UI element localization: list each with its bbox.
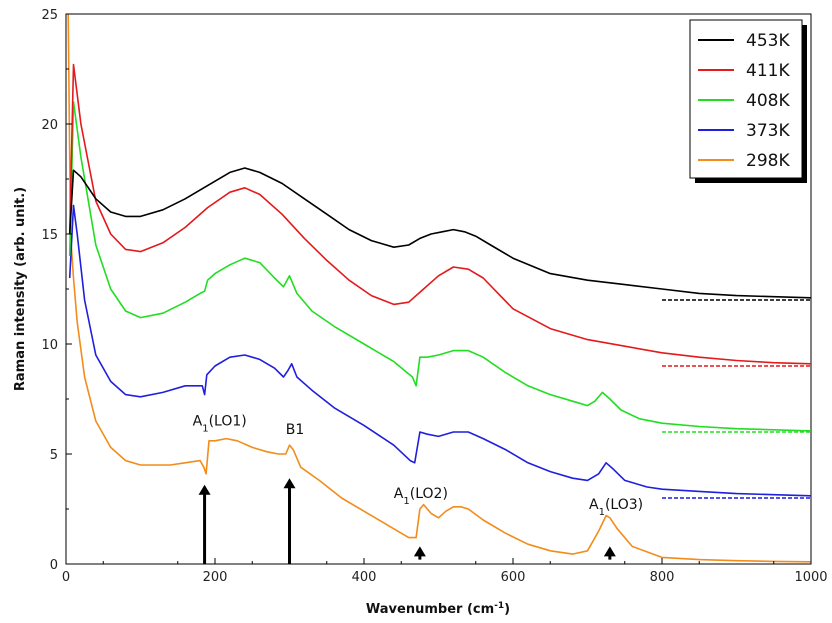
x-tick-label: 200 [203,570,228,585]
x-axis-title-tail: ) [504,602,510,617]
peak-label-a1lo1: A1(LO1) [193,413,247,434]
peak-label-sub: 1 [403,496,409,507]
x-tick-label: 800 [650,570,675,585]
peak-label-b1: B1 [286,422,305,438]
legend: 453K 411K 408K 373K 298K [689,19,807,183]
y-tick-label: 25 [41,8,58,23]
y-tick-label: 15 [41,228,58,243]
series-line-298k [67,14,811,563]
legend-label-411k: 411K [746,61,790,81]
peak-arrow-2 [283,478,296,564]
peak-label-main: A [193,413,203,429]
legend-label-453k: 453K [746,31,790,51]
y-tick-label: 5 [50,448,58,463]
peak-label-sub: 1 [202,423,208,434]
peak-arrow-1 [198,484,211,564]
x-axis-title-main: Wavenumber (cm [366,602,494,617]
series-line-408k [68,101,811,432]
legend-label-298k: 298K [746,151,790,171]
x-tick-label: 600 [501,570,526,585]
x-tick-label: 400 [352,570,377,585]
x-axis-title-sup: -1 [494,601,504,611]
x-tick-label: 1000 [794,570,827,585]
peak-label-main: A [589,497,599,513]
x-axis-title: Wavenumber (cm-1) [366,601,510,617]
legend-label-408k: 408K [746,91,790,111]
series-layer [67,14,811,563]
y-tick-label: 10 [41,338,58,353]
peak-label-a1lo2: A1(LO2) [394,486,448,507]
peak-label-main: A [394,486,404,502]
peak-label-tail: (LO1) [209,413,247,429]
peak-label-a1lo3: A1(LO3) [589,497,643,518]
y-tick-label: 20 [41,118,58,133]
y-axis-title: Raman intensity (arb. unit.) [13,187,28,391]
peak-label-sub: 1 [599,507,605,518]
legend-label-373k: 373K [746,121,790,141]
peak-arrow-3 [413,546,426,560]
peak-label-main: B1 [286,422,305,438]
peak-arrow-4 [603,546,616,560]
x-tick-label: 0 [62,570,70,585]
series-line-373k [68,204,811,497]
axis-layer: 0 200 400 600 800 1000 0 5 10 15 20 25 [41,8,827,585]
series-line-453k [68,167,811,299]
peak-label-tail: (LO2) [410,486,448,502]
peak-label-tail: (LO3) [605,497,643,513]
y-tick-label: 0 [50,558,58,573]
arrow-layer [198,478,616,564]
series-line-411k [68,63,811,365]
baseline-layer [662,299,811,499]
